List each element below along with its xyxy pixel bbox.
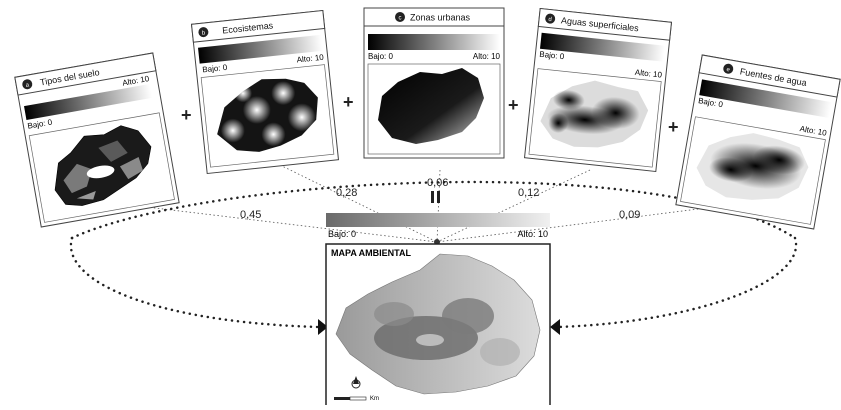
scale-bar-unit: Km (370, 396, 379, 402)
map-ambiental (335, 253, 541, 395)
plus-operator-4: + (668, 117, 679, 137)
plus-operator-3: + (508, 95, 519, 115)
scale-bar: Km (334, 396, 379, 402)
panel-badge-c (395, 12, 405, 22)
legend-high-c: Alto: 10 (473, 52, 501, 61)
panel-fuentes-de-agua: e Fuentes de agua Bajo: 0 Alto: 10 (675, 54, 841, 230)
legend-low-e: Bajo: 0 (698, 96, 725, 109)
legend-bar-e (699, 79, 833, 119)
result-map-title: MAPA AMBIENTAL (331, 248, 411, 258)
map-tipos-del-suelo (54, 125, 152, 206)
result-legend: Bajo: 0 Alto: 10 (326, 213, 550, 245)
arrow-head-left (318, 319, 328, 335)
result-legend-bar (326, 213, 550, 227)
panel-badge-b (198, 27, 209, 38)
map-fuentes-de-agua (696, 133, 809, 200)
north-arrow-icon (351, 376, 361, 389)
panel-aguas-superficiales: d Aguas superficiales Bajo: 0 Alto: 10 (523, 7, 673, 173)
legend-low-b: Bajo: 0 (202, 63, 228, 75)
weight-label-a: 0,45 (240, 209, 261, 221)
result-legend-high: Alto: 10 (517, 229, 548, 239)
flow-arrows (69, 180, 798, 329)
weight-label-e: 0,09 (619, 209, 640, 221)
map-zonas-urbanas (378, 68, 484, 144)
map-ecosistemas (217, 78, 318, 152)
weight-label-c: 0,06 (427, 177, 448, 189)
weight-label-b: 0,28 (336, 187, 357, 199)
panel-ecosistemas: b Ecosistemas Bajo: 0 Alto: 10 (190, 9, 340, 175)
legend-bar-d (539, 32, 665, 62)
panel-title-c: Zonas urbanas (410, 13, 471, 23)
weight-label-d: 0,12 (518, 187, 539, 199)
panel-badge-a (22, 79, 33, 90)
panel-badge-letter-b: b (202, 30, 207, 36)
weight-lines (129, 164, 731, 243)
panel-badge-e (723, 63, 734, 74)
map-aguas-superficiales (540, 80, 649, 148)
equals-operator (431, 191, 440, 203)
panel-badge-letter-a: a (25, 82, 30, 89)
legend-high-d: Alto: 10 (634, 68, 662, 80)
arrow-head-right (550, 319, 560, 335)
legend-low-a: Bajo: 0 (27, 117, 54, 130)
plus-operator-2: + (343, 92, 354, 112)
plus-operator-1: + (181, 105, 192, 125)
panel-badge-letter-e: e (726, 67, 731, 74)
panel-badge-letter-c: c (399, 16, 402, 22)
legend-bar-a (24, 83, 153, 120)
panel-zonas-urbanas: c Zonas urbanas Bajo: 0 Alto: 10 (363, 7, 505, 159)
legend-low-c: Bajo: 0 (368, 52, 393, 61)
legend-high-b: Alto: 10 (296, 53, 324, 65)
legend-bar-c (368, 34, 500, 50)
result-legend-low: Bajo: 0 (328, 229, 356, 239)
panel-badge-letter-d: d (548, 17, 552, 23)
legend-bar-b (198, 34, 324, 64)
legend-low-d: Bajo: 0 (539, 50, 565, 62)
panel-tipos-del-suelo: a Tipos del suelo Alto: 10 Bajo: 0 (14, 52, 180, 228)
panel-badge-d (545, 13, 556, 24)
result-map-panel: MAPA AMBIENTAL Km (325, 243, 551, 410)
